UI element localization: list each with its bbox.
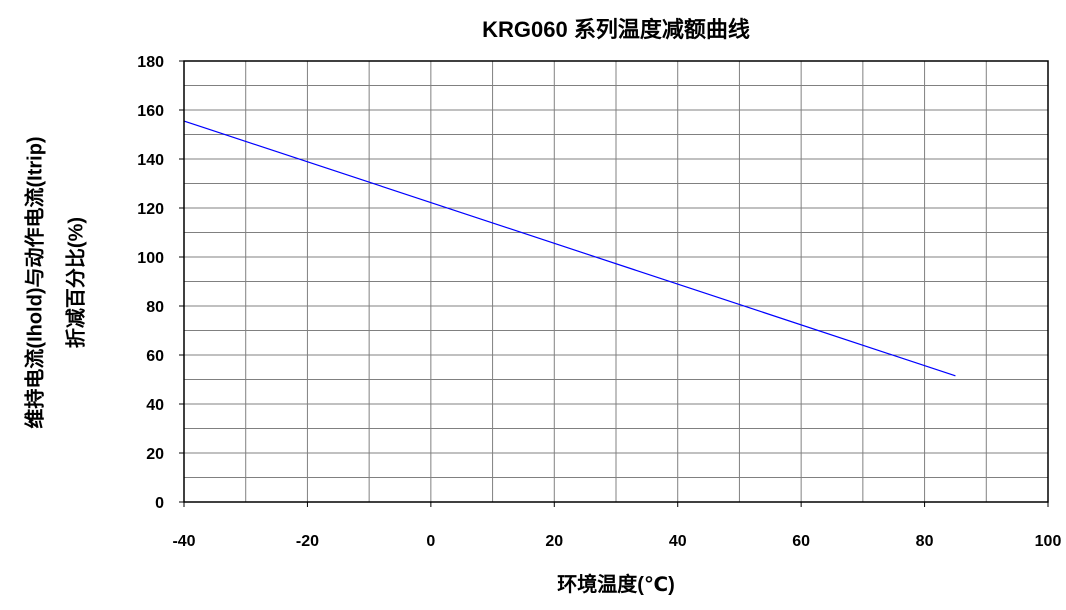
x-tick-label: 20	[545, 533, 563, 550]
tick-layer: -40 -20 0 20 40 60 80 100 0 20 40 60 80 100 120 140 160 1…	[137, 54, 1061, 550]
plot-frame	[183, 60, 1049, 503]
x-tick-label: 60	[792, 533, 810, 550]
y-tick-label: 80	[146, 299, 164, 316]
y-tick-label: 120	[137, 201, 164, 218]
x-tick-label: -20	[296, 533, 319, 550]
x-tick-label: 0	[426, 533, 435, 550]
x-tick-label: 80	[916, 533, 934, 550]
y-tick-label: 140	[137, 152, 164, 169]
y-tick-label: 160	[137, 103, 164, 120]
chart-title: KRG060 系列温度减额曲线	[482, 17, 750, 42]
x-tick-label: -40	[172, 533, 195, 550]
y-tick-label: 60	[146, 348, 164, 365]
y-tick-label: 0	[155, 495, 164, 512]
series-line	[183, 120, 956, 377]
x-axis-label: 环境温度(℃)	[557, 574, 675, 596]
y-tick-label: 20	[146, 446, 164, 463]
y-tick-label: 100	[137, 250, 164, 267]
x-tick-label: 100	[1035, 533, 1062, 550]
y-tick-label: 40	[146, 397, 164, 414]
y-tick-label: 180	[137, 54, 164, 71]
grid-layer	[184, 61, 1048, 502]
x-tick-label: 40	[669, 533, 687, 550]
series-layer	[183, 120, 956, 377]
